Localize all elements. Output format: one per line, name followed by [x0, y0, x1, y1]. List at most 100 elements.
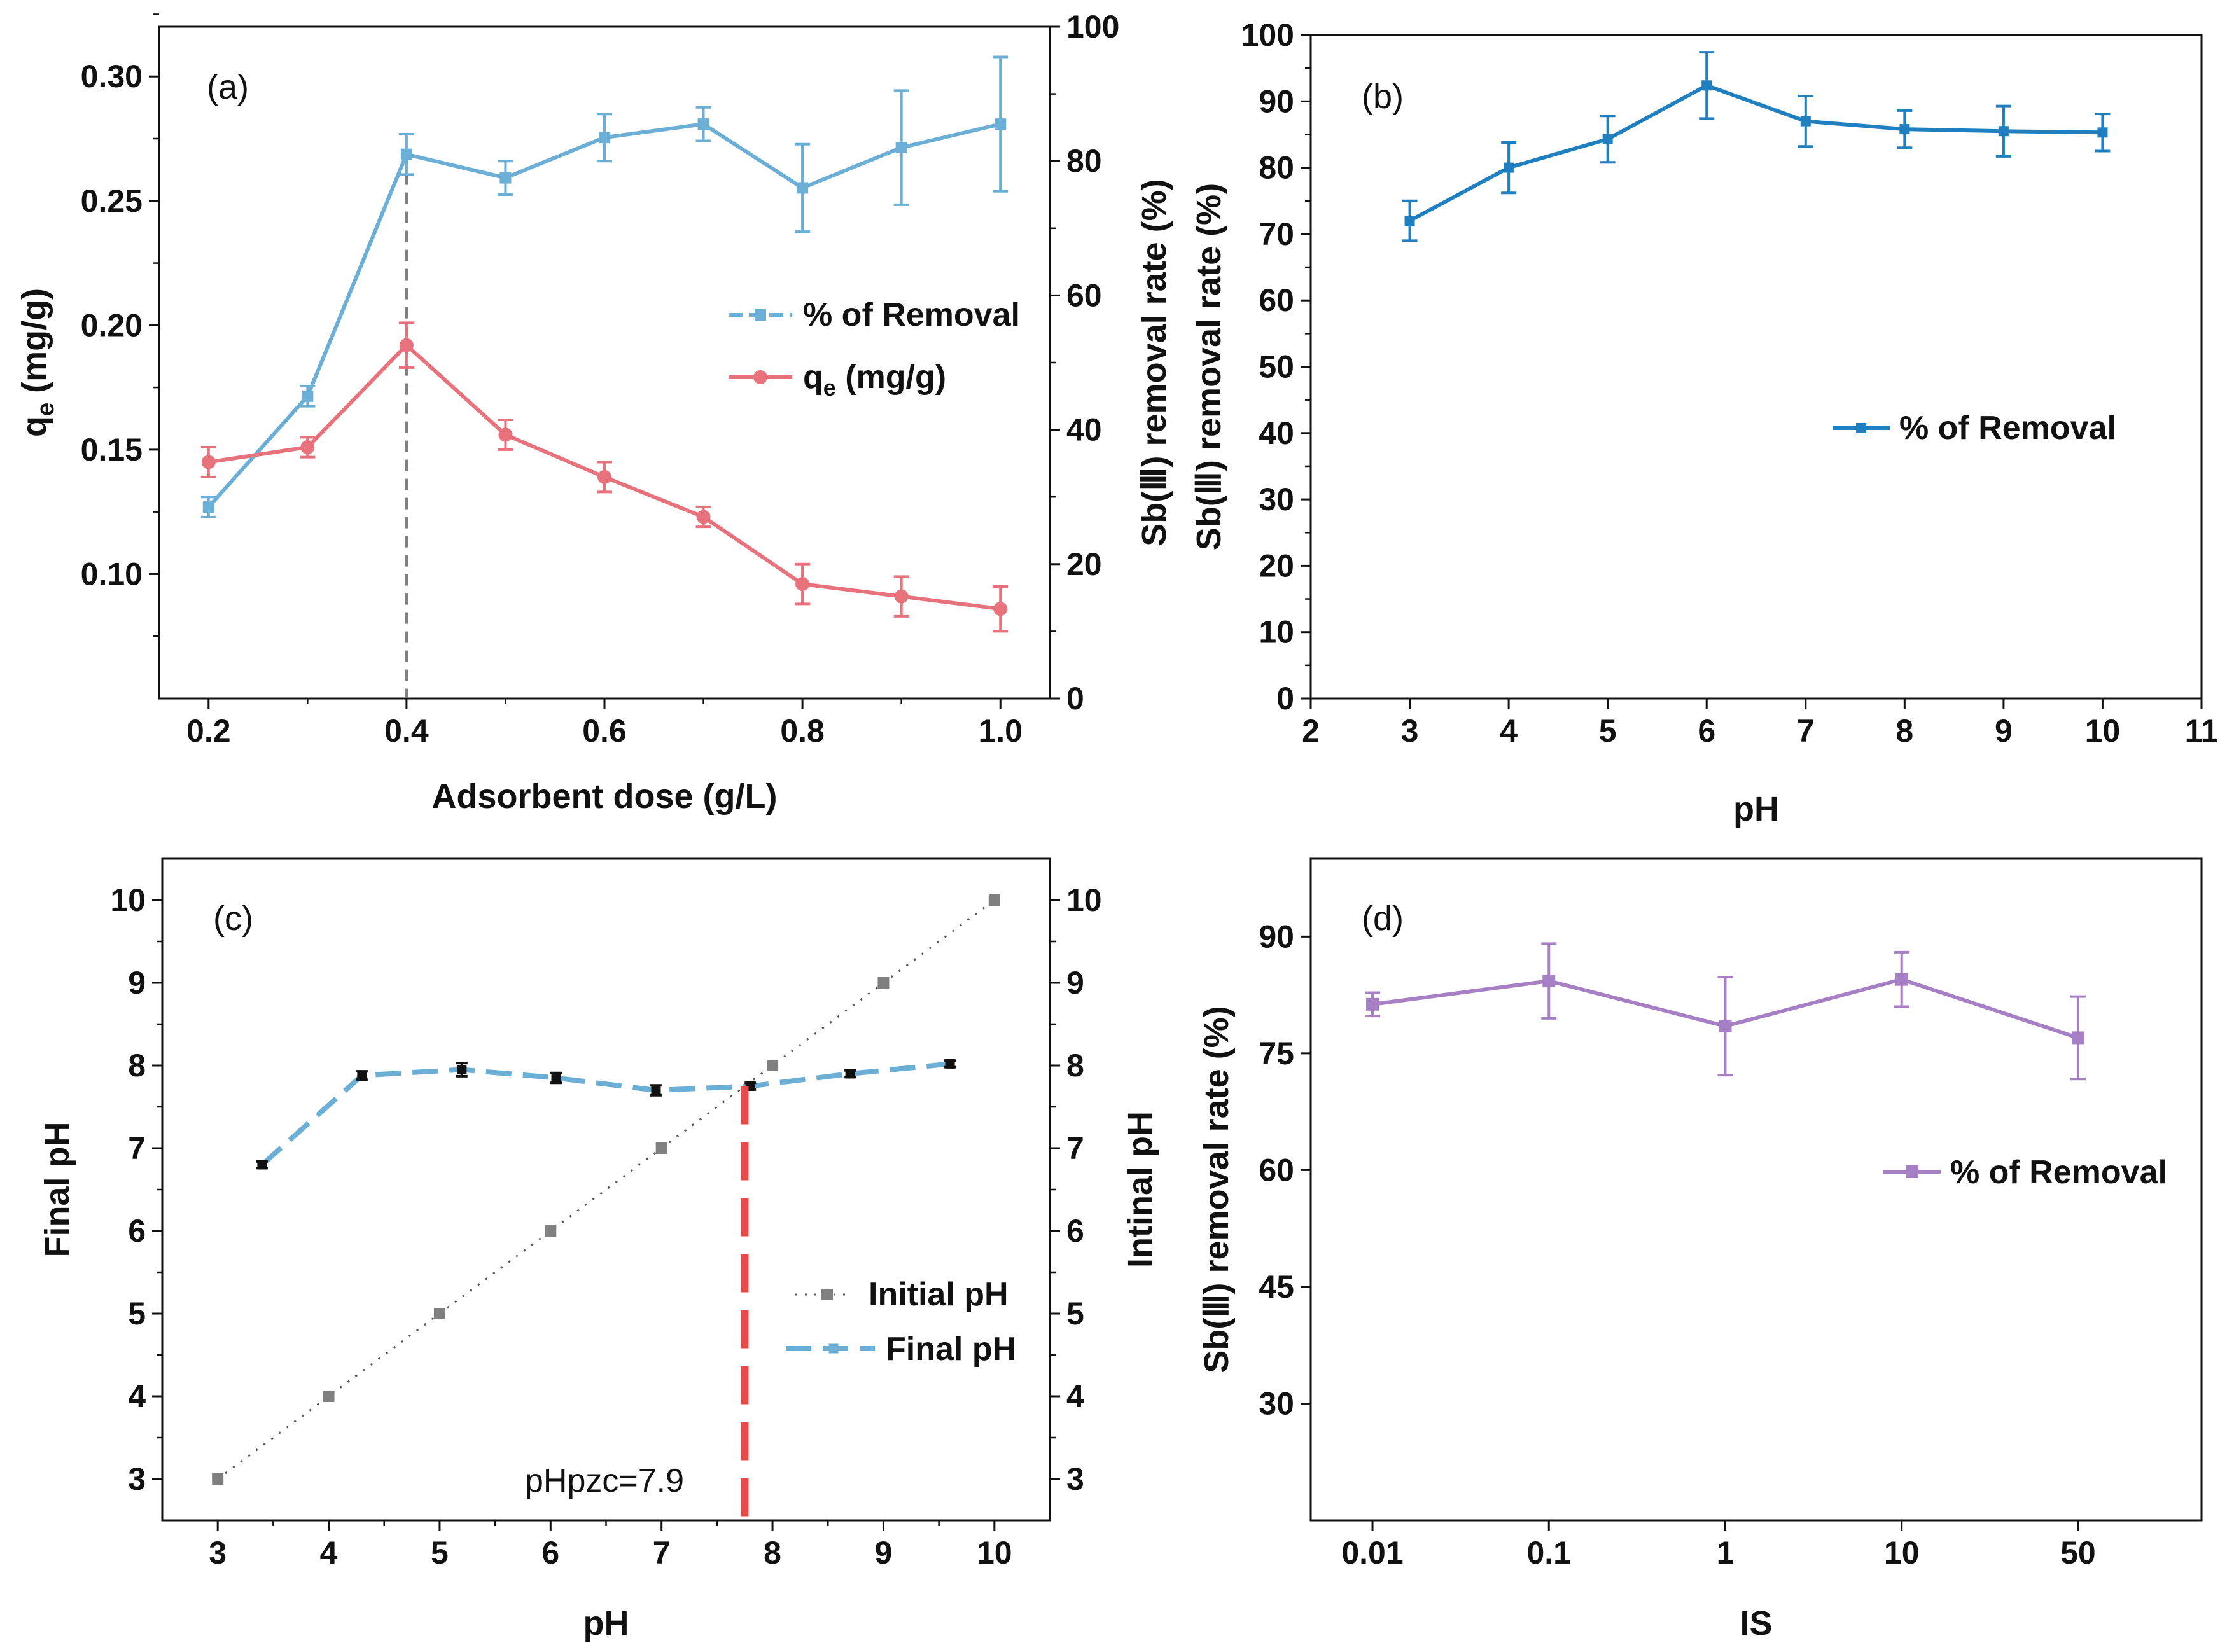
b-ytick-label: 100: [1241, 17, 1294, 53]
y-axis-label-left-c: Final pH: [38, 1122, 76, 1258]
d-ytick-label: 90: [1259, 919, 1294, 954]
c-xtick-label: 8: [764, 1535, 781, 1571]
removal-point: [202, 501, 214, 513]
panel-b: 2 3 4 5 6 7 8 9 10 11 0 10 20 30 40 50 60 70 80 90 100 (b) pH S…: [1190, 17, 2218, 828]
initial-ph-point: [767, 1060, 779, 1071]
phpzc-annotation: pHpzc=7.9: [525, 1462, 684, 1499]
removal-point: [697, 118, 709, 130]
final-ph-point: [845, 1069, 855, 1079]
removal-series-line-b: [1409, 83, 2103, 223]
removal-point-d: [2071, 1031, 2084, 1045]
qe-point: [597, 469, 611, 484]
c-ytick-right-label: 6: [1066, 1213, 1084, 1249]
c-ytick-label: 8: [128, 1048, 146, 1083]
a-ytick-label: 0.20: [81, 307, 143, 343]
removal-point-b: [1602, 134, 1613, 144]
c-ytick-right-label: 3: [1066, 1461, 1084, 1497]
a-ytick-right-label: 0: [1066, 681, 1084, 716]
c-ytick-right-label: 8: [1066, 1048, 1084, 1083]
legend-removal-marker: [755, 309, 766, 321]
final-ph-point: [945, 1059, 955, 1069]
a-ytick-label: 0.25: [81, 183, 143, 219]
b-xtick-label: 5: [1599, 713, 1617, 749]
b-ytick-label: 30: [1259, 482, 1294, 517]
c-xtick-label: 9: [875, 1535, 893, 1571]
a-ytick-right-label: 20: [1066, 546, 1102, 582]
y-axis-label-left-d: Sb(Ⅲ) removal rate (%): [1197, 1006, 1236, 1373]
b-xtick-label: 9: [1995, 713, 2013, 749]
panel-c: 3 4 5 6 7 8 9 10 3 4 5 6 7 8 9 10 3 4 5 6 7 8 9 10 pHpzc=7.9 (c) p…: [38, 857, 1159, 1642]
c-ytick-label: 4: [128, 1378, 146, 1414]
qe-point: [300, 440, 315, 454]
b-ytick-label: 80: [1259, 150, 1294, 186]
a-xtick-label: 0.6: [582, 713, 627, 749]
legend-removal-label: % of Removal: [803, 296, 1020, 333]
d-ytick-label: 75: [1259, 1036, 1294, 1071]
qe-point: [399, 338, 414, 352]
x-axis-label-a: Adsorbent dose (g/L): [432, 777, 778, 816]
removal-point-d: [1366, 997, 1379, 1011]
legend-removal-label-b: % of Removal: [1899, 410, 2116, 447]
qe-point: [795, 577, 810, 592]
b-ytick-label: 60: [1259, 282, 1294, 318]
b-xtick-label: 7: [1797, 713, 1815, 749]
panel-d: 0.01 0.1 1 10 50 30 45 60 75 90 (d) IS Sb(Ⅲ) removal…: [1197, 857, 2203, 1642]
c-xtick-label: 7: [653, 1535, 671, 1571]
c-ytick-label: 6: [128, 1213, 146, 1249]
initial-ph-point: [988, 894, 1000, 906]
d-xtick-label: 10: [1884, 1535, 1920, 1571]
qe-point: [993, 602, 1008, 616]
initial-ph-point: [323, 1391, 335, 1402]
b-xtick-label: 11: [2185, 713, 2219, 749]
a-ytick-right-label: 60: [1066, 277, 1102, 313]
c-ytick-right-label: 7: [1066, 1130, 1084, 1166]
y-axis-label-left-a: qe (mg/g): [15, 288, 59, 437]
b-ytick-label: 0: [1276, 681, 1294, 716]
c-ytick-label: 10: [110, 882, 146, 918]
a-ytick-label: 0.30: [81, 59, 143, 94]
c-xtick-label: 4: [320, 1535, 338, 1571]
c-xtick-label: 5: [431, 1535, 449, 1571]
y-axis-label-right-c: Intinal pH: [1121, 1111, 1159, 1268]
final-ph-line: [260, 1061, 951, 1167]
removal-point-d: [1719, 1020, 1732, 1033]
removal-point: [499, 172, 512, 184]
d-ytick-label: 45: [1259, 1269, 1294, 1305]
initial-ph-point: [877, 977, 890, 989]
legend-initial-ph-marker: [821, 1289, 833, 1300]
removal-point-b: [1404, 216, 1415, 226]
c-ytick-right-label: 5: [1066, 1296, 1084, 1331]
d-ytick-label: 60: [1259, 1152, 1294, 1188]
legend-removal-label-d: % of Removal: [1950, 1154, 2167, 1191]
panel-label-b: (b): [1362, 78, 1404, 116]
d-xtick-label: 0.1: [1526, 1535, 1571, 1571]
final-ph-point: [257, 1160, 267, 1170]
a-ytick-label: 0.15: [81, 432, 143, 468]
b-xtick-label: 6: [1698, 713, 1715, 749]
legend-qe-marker: [753, 370, 767, 384]
panel-label-d: (d): [1362, 899, 1404, 938]
plot-frame: [1309, 34, 2203, 700]
removal-point: [797, 182, 809, 194]
legend-qe-label: qe (mg/g): [803, 359, 946, 401]
initial-ph-point: [655, 1142, 667, 1154]
d-xtick-label: 50: [2060, 1535, 2096, 1571]
legend-removal-marker-d: [1906, 1165, 1918, 1178]
b-xtick-label: 10: [2085, 713, 2121, 749]
b-xtick-label: 2: [1302, 713, 1320, 749]
final-ph-point: [551, 1073, 561, 1083]
a-ytick-right-label: 80: [1066, 143, 1102, 179]
qe-point: [498, 427, 513, 442]
legend-initial-ph-label: Initial pH: [869, 1276, 1009, 1313]
removal-point-b: [1800, 116, 1811, 127]
legend-final-ph-label: Final pH: [886, 1331, 1016, 1368]
plot-frame: [1309, 857, 2203, 1522]
b-ytick-label: 10: [1259, 614, 1294, 650]
removal-point: [895, 142, 907, 154]
a-xtick-label: 0.4: [384, 713, 429, 749]
removal-point-b: [2097, 127, 2108, 138]
c-ytick-right-label: 9: [1066, 965, 1084, 1001]
a-ytick-label: 0.10: [81, 556, 143, 592]
b-xtick-label: 4: [1500, 713, 1518, 749]
